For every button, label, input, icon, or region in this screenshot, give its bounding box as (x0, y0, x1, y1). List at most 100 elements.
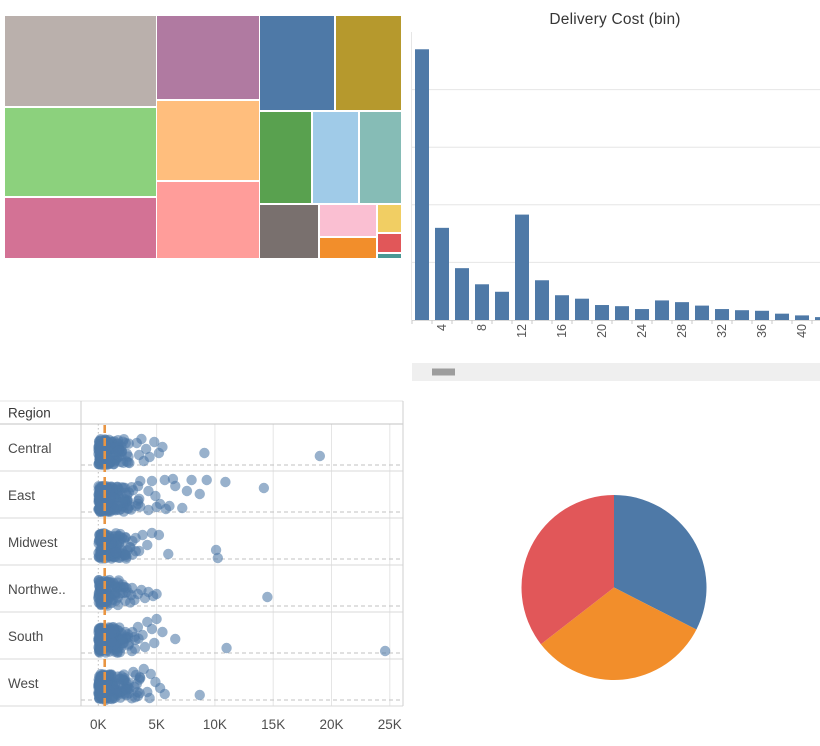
treemap-block-light-yellow[interactable] (378, 205, 401, 232)
scatter-dot[interactable] (116, 671, 127, 682)
scatter-dot[interactable] (137, 529, 148, 541)
histogram-bar-bin-30[interactable] (695, 305, 709, 320)
histogram-bar-bin-24[interactable] (635, 309, 649, 320)
histogram-bar-bin-38[interactable] (775, 313, 789, 320)
scatter-dot[interactable] (379, 645, 391, 657)
scatter-dot[interactable] (108, 577, 119, 589)
histogram-bar-bin-34[interactable] (735, 310, 749, 320)
histogram-bar-bin-16[interactable] (555, 295, 569, 320)
scatter-dot[interactable] (119, 482, 130, 494)
scatter-dot[interactable] (132, 690, 144, 702)
histogram-bar-bin-22[interactable] (615, 306, 629, 320)
treemap-block-light-pink[interactable] (320, 205, 376, 236)
scatter-dot[interactable] (163, 548, 174, 560)
scatter-dot[interactable] (146, 623, 158, 635)
treemap-block-light-orange[interactable] (157, 101, 259, 180)
scatter-dot[interactable] (120, 550, 131, 561)
scatter-dot[interactable] (194, 488, 205, 500)
scatter-dot[interactable] (116, 634, 128, 646)
scatter-dot[interactable] (160, 503, 172, 515)
treemap-block-red[interactable] (378, 234, 401, 252)
scatter-dot[interactable] (170, 480, 181, 492)
histogram-bar-bin-2[interactable] (415, 49, 429, 320)
scatter-dot[interactable] (149, 637, 160, 649)
scatter-dot[interactable] (220, 476, 231, 488)
scatter-dot[interactable] (151, 588, 162, 600)
histogram-bar-bin-40[interactable] (795, 315, 809, 320)
scatter-dot[interactable] (110, 546, 122, 558)
scatter-dot[interactable] (159, 474, 170, 486)
scatter-dot[interactable] (140, 443, 152, 455)
scatter-dot[interactable] (212, 552, 224, 564)
histogram-bar-bin-8[interactable] (475, 284, 489, 320)
scatter-dot[interactable] (186, 474, 197, 486)
scatter-dot[interactable] (94, 630, 106, 641)
scatter-dot[interactable] (126, 645, 138, 657)
histogram-bar-bin-18[interactable] (575, 298, 589, 320)
scatter-dot[interactable] (150, 490, 161, 502)
scatter-dot[interactable] (94, 490, 105, 502)
pie-slice-blue[interactable] (614, 495, 707, 630)
scatter-dot[interactable] (133, 545, 145, 557)
scatter-dot[interactable] (149, 436, 160, 448)
scatter-dot[interactable] (132, 621, 144, 633)
scatter-dot[interactable] (210, 544, 222, 556)
scatter-dot[interactable] (123, 457, 134, 468)
scatter-dot[interactable] (201, 474, 212, 486)
scatter-dot[interactable] (145, 668, 156, 680)
scatter-dot[interactable] (113, 445, 124, 456)
treemap-block-blue[interactable] (260, 16, 334, 110)
histogram-bar-bin-28[interactable] (675, 302, 689, 320)
treemap-block-dark-gray[interactable] (260, 205, 318, 258)
scatter-dot[interactable] (120, 532, 131, 543)
pie-slice-red[interactable] (521, 495, 615, 645)
scatter-dot[interactable] (221, 642, 232, 654)
scatter-dot[interactable] (146, 475, 158, 487)
scatter-dot[interactable] (157, 626, 168, 638)
treemap-block-light-gray[interactable] (5, 16, 156, 106)
scatter-dot[interactable] (98, 530, 109, 541)
scatter-dot[interactable] (137, 629, 148, 641)
scatter-dot[interactable] (157, 441, 168, 453)
treemap-block-dark-yellow[interactable] (336, 16, 401, 110)
scatter-dot[interactable] (139, 641, 151, 653)
scatter-dot[interactable] (135, 672, 146, 684)
scatter-dot[interactable] (95, 583, 106, 594)
histogram-bar-bin-42[interactable] (815, 317, 820, 320)
treemap-block-dark-pink[interactable] (5, 198, 156, 258)
scatter-dot[interactable] (123, 438, 134, 449)
scatter-dot[interactable] (106, 636, 117, 647)
histogram-bar-bin-26[interactable] (655, 300, 669, 320)
treemap-block-salmon[interactable] (157, 182, 259, 258)
scatter-dot[interactable] (170, 633, 181, 645)
scatter-dot[interactable] (94, 545, 106, 556)
scatter-dot[interactable] (95, 681, 106, 692)
scatter-dot[interactable] (199, 447, 210, 459)
scatter-dot[interactable] (144, 692, 155, 704)
histogram-bar-bin-4[interactable] (435, 227, 449, 320)
scatter-dot[interactable] (177, 502, 188, 514)
scatter-dot[interactable] (101, 483, 112, 494)
histogram-bar-bin-14[interactable] (535, 280, 549, 320)
treemap-block-light-teal[interactable] (360, 112, 401, 203)
scatter-dot[interactable] (136, 433, 147, 445)
histogram-bar-bin-36[interactable] (755, 310, 769, 320)
scatter-dot[interactable] (159, 688, 170, 700)
treemap-block-light-blue[interactable] (313, 112, 358, 203)
histogram-bar-bin-32[interactable] (715, 309, 729, 320)
scatter-dot[interactable] (194, 689, 205, 701)
scatter-dot[interactable] (262, 591, 273, 603)
histogram-bar-bin-20[interactable] (595, 305, 609, 320)
histogram-bar-bin-10[interactable] (495, 291, 509, 320)
scatter-dot[interactable] (314, 450, 326, 462)
scatter-dot[interactable] (132, 498, 144, 510)
scatter-dot[interactable] (144, 451, 155, 463)
scatter-dot[interactable] (111, 500, 123, 512)
histogram-bar-bin-6[interactable] (455, 268, 469, 320)
scatter-dot[interactable] (106, 693, 118, 705)
histogram-bar-bin-12[interactable] (515, 214, 529, 320)
scatter-dot[interactable] (151, 613, 162, 625)
scatter-dot[interactable] (143, 504, 154, 516)
scatter-dot[interactable] (135, 475, 146, 487)
treemap-block-light-green[interactable] (5, 108, 156, 196)
